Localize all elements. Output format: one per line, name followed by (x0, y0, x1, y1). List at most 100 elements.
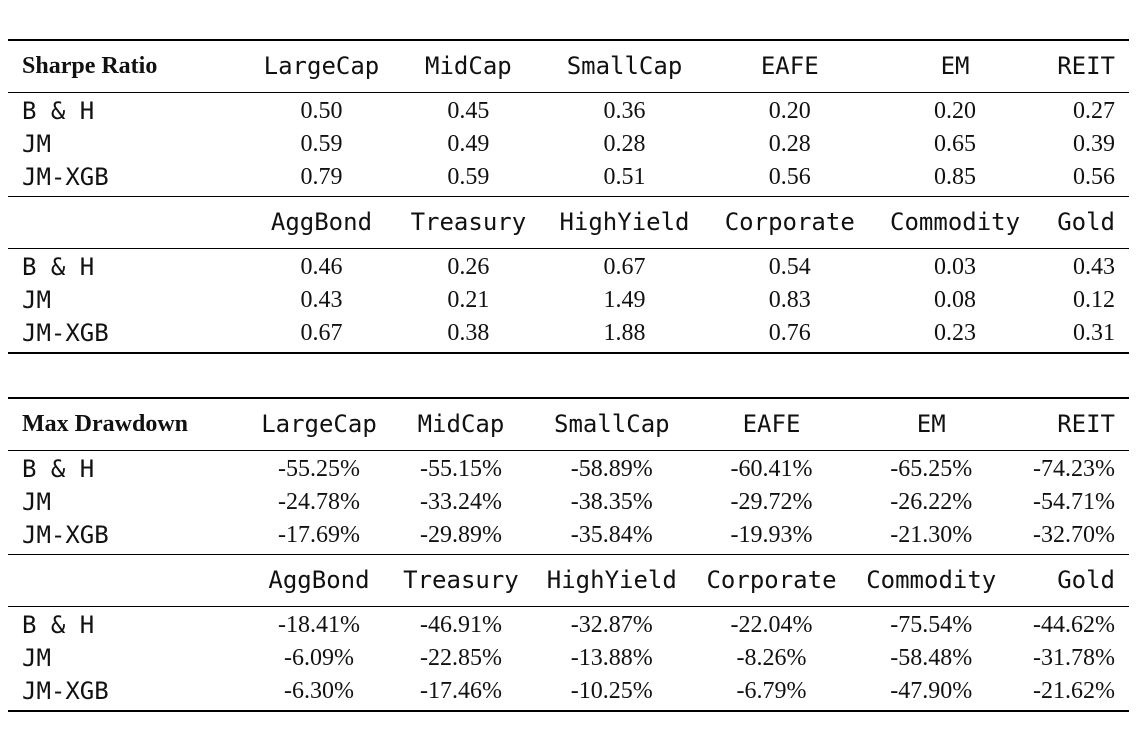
table-cell: 0.08 (934, 286, 977, 313)
max-drawdown-table: Max Drawdown LargeCap MidCap SmallCap EA… (8, 397, 1129, 712)
column-header: Commodity (872, 195, 1038, 248)
table-cell: 0.12 (1073, 286, 1115, 313)
table-cell: -35.84% (570, 521, 653, 548)
table-cell: -38.35% (570, 488, 653, 515)
table-cell: 0.45 (394, 91, 542, 128)
row-label: JM (22, 286, 51, 314)
column-header: EM (872, 39, 1038, 92)
column-header: SmallCap (541, 39, 708, 92)
column-header: Treasury (394, 195, 542, 248)
table-cell: -55.25% (248, 449, 390, 486)
table-cell: 0.36 (541, 91, 708, 128)
table-cell: 0.43 (1037, 247, 1129, 284)
table-cell: 0.20 (707, 91, 873, 128)
column-header: SmallCap (531, 397, 692, 450)
table-cell: 0.65 (934, 130, 977, 157)
table-row: B & H -18.41% -46.91% -32.87% -22.04% -7… (8, 605, 1129, 642)
column-header: AggBond (248, 195, 395, 248)
row-label: B & H (8, 91, 248, 128)
table-cell: -60.41% (691, 449, 852, 486)
table-row: JM 0.43 0.21 1.49 0.83 0.08 0.12 (8, 284, 1129, 317)
table-cell: 0.26 (394, 247, 542, 284)
table-row: JM-XGB 0.67 0.38 1.88 0.76 0.23 0.31 (8, 316, 1129, 354)
table-cell: -6.09% (283, 644, 354, 671)
row-label: JM-XGB (8, 316, 248, 354)
table-cell: -32.70% (1033, 521, 1115, 548)
table-row: JM -6.09% -22.85% -13.88% -8.26% -58.48%… (8, 642, 1129, 675)
table-row: JM-XGB -6.30% -17.46% -10.25% -6.79% -47… (8, 674, 1129, 712)
table-cell: -31.78% (1033, 644, 1115, 671)
table-cell: -29.72% (730, 488, 813, 515)
table-row: JM-XGB -17.69% -29.89% -35.84% -19.93% -… (8, 519, 1129, 555)
table-cell: -24.78% (277, 488, 360, 515)
table-cell: -17.69% (277, 521, 360, 548)
table-cell: -19.93% (730, 521, 813, 548)
table-cell: -33.24% (419, 488, 502, 515)
column-header: EAFE (691, 397, 852, 450)
column-header: LargeCap (248, 39, 395, 92)
column-header: Gold (1011, 553, 1129, 606)
column-header: Commodity (851, 553, 1012, 606)
table-row: B & H 0.46 0.26 0.67 0.54 0.03 0.43 (8, 247, 1129, 284)
table-header-row: AggBond Treasury HighYield Corporate Com… (8, 553, 1129, 606)
table-cell: 0.85 (934, 163, 977, 190)
table-header-row: Sharpe Ratio LargeCap MidCap SmallCap EA… (8, 39, 1129, 92)
column-header: REIT (1037, 39, 1129, 92)
row-label: JM (22, 130, 51, 158)
table-cell: 0.39 (1073, 130, 1115, 157)
sharpe-ratio-table: Sharpe Ratio LargeCap MidCap SmallCap EA… (8, 39, 1129, 354)
row-label: JM-XGB (22, 521, 109, 549)
column-header: Corporate (691, 553, 852, 606)
row-label: JM (22, 644, 51, 672)
table-cell: -17.46% (389, 674, 532, 712)
column-header: EAFE (707, 39, 873, 92)
table-row: JM 0.59 0.49 0.28 0.28 0.65 0.39 (8, 128, 1129, 161)
table-cell: 0.03 (872, 247, 1038, 284)
table-cell: 0.28 (603, 130, 646, 157)
table-cell: 0.59 (447, 163, 490, 190)
table-cell: -65.25% (851, 449, 1012, 486)
column-header: LargeCap (248, 397, 390, 450)
table-cell: 0.54 (707, 247, 873, 284)
table-cell: 0.83 (768, 286, 811, 313)
row-label: B & H (8, 449, 248, 486)
column-header: MidCap (389, 397, 532, 450)
table-cell: 0.56 (1073, 163, 1115, 190)
table-title: Sharpe Ratio (8, 39, 248, 92)
table-cell: -26.22% (890, 488, 973, 515)
table-row: B & H 0.50 0.45 0.36 0.20 0.20 0.27 (8, 91, 1129, 128)
column-header: HighYield (541, 195, 708, 248)
table-cell: 0.67 (248, 316, 395, 354)
table-cell: 0.49 (447, 130, 490, 157)
column-header: REIT (1011, 397, 1129, 450)
empty-cell (8, 553, 248, 606)
table-cell: 0.23 (872, 316, 1038, 354)
table-cell: -18.41% (248, 605, 390, 642)
table-cell: -10.25% (531, 674, 692, 712)
table-cell: -21.62% (1011, 674, 1129, 712)
table-cell: 0.59 (300, 130, 343, 157)
table-cell: -44.62% (1011, 605, 1129, 642)
column-header: AggBond (248, 553, 390, 606)
table-cell: 1.49 (603, 286, 646, 313)
table-cell: -21.30% (890, 521, 973, 548)
table-cell: -32.87% (531, 605, 692, 642)
table-cell: -6.79% (691, 674, 852, 712)
column-header: MidCap (394, 39, 542, 92)
table-cell: -22.04% (691, 605, 852, 642)
row-label: B & H (8, 247, 248, 284)
table-cell: 0.76 (707, 316, 873, 354)
column-header: EM (851, 397, 1012, 450)
table-cell: 0.20 (872, 91, 1038, 128)
table-cell: 0.50 (248, 91, 395, 128)
table-cell: 0.56 (768, 163, 811, 190)
table-cell: -29.89% (419, 521, 502, 548)
table-cell: -58.89% (531, 449, 692, 486)
table-cell: 0.27 (1037, 91, 1129, 128)
table-row: B & H -55.25% -55.15% -58.89% -60.41% -6… (8, 449, 1129, 486)
table-cell: -46.91% (389, 605, 532, 642)
table-cell: -13.88% (570, 644, 653, 671)
table-cell: -54.71% (1033, 488, 1115, 515)
table-cell: 0.28 (768, 130, 811, 157)
table-cell: -47.90% (851, 674, 1012, 712)
